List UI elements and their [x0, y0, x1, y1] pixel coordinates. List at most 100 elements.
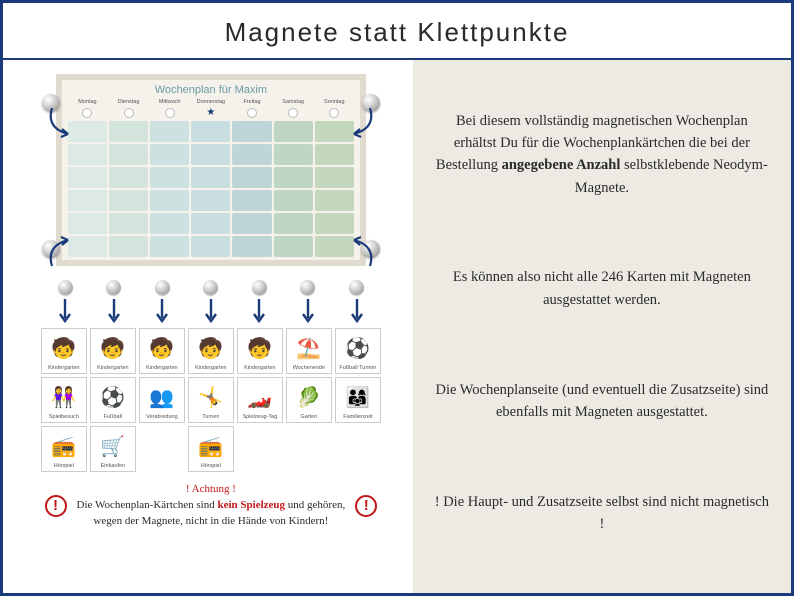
magnet-icon [42, 94, 60, 112]
info-paragraph: Bei diesem vollständig magnetischen Woch… [435, 110, 769, 200]
card-label: Kindergarten [97, 365, 129, 371]
card-label: Familienzeit [343, 414, 372, 420]
plan-cell [68, 144, 107, 165]
arrow-down-icon [107, 298, 121, 324]
card-icon: ⚽ [338, 331, 378, 365]
day-header: Donnerstag [191, 98, 230, 106]
plan-cell [68, 167, 107, 188]
card-label: Hörspiel [54, 463, 74, 469]
activity-cards: 🧒Kindergarten🧒Kindergarten🧒Kindergarten🧒… [41, 328, 381, 472]
magnet-icon [155, 280, 170, 295]
plan-cell [150, 236, 189, 257]
day-dot [247, 108, 257, 118]
arrow-down-icon [252, 298, 266, 324]
plan-grid: MontagDienstagMittwochDonnerstag★Freitag… [68, 98, 354, 257]
card-label: Garten [300, 414, 317, 420]
plan-cell [191, 121, 230, 142]
day-column: Montag [68, 98, 107, 257]
activity-card: 🧒Kindergarten [139, 328, 185, 374]
activity-card: ⚽Fußball [90, 377, 136, 423]
plan-cell [191, 190, 230, 211]
activity-card: 🧒Kindergarten [237, 328, 283, 374]
day-dot [82, 108, 92, 118]
warning-icon: ! [45, 495, 67, 517]
plan-cell [315, 213, 354, 234]
activity-card: ⚽Fußball Turnier [335, 328, 381, 374]
plan-cell [109, 190, 148, 211]
warning-text: ! Achtung ! Die Wochenplan-Kärtchen sind… [77, 482, 346, 529]
page-title: Magnete statt Klettpunkte [3, 17, 791, 48]
card-label: Kindergarten [195, 365, 227, 371]
card-label: Einkaufen [101, 463, 125, 469]
day-header: Sonntag [315, 98, 354, 106]
card-label: Kindergarten [48, 365, 80, 371]
magnet-icon [42, 240, 60, 258]
info-paragraph: ! Die Haupt- und Zusatzseite selbst sind… [435, 491, 769, 536]
day-header: Freitag [232, 98, 271, 106]
warning-heading: ! Achtung ! [77, 482, 346, 497]
card-label: Hörspiel [201, 463, 221, 469]
card-icon: 🧒 [191, 331, 231, 365]
info-paragraph: Es können also nicht alle 246 Karten mit… [435, 266, 769, 311]
plan-cell [274, 190, 313, 211]
plan-cell [150, 144, 189, 165]
card-icon: 🥬 [289, 380, 329, 414]
activity-card: 🥬Garten [286, 377, 332, 423]
card-empty [335, 426, 381, 472]
warning-block: ! ! Achtung ! Die Wochenplan-Kärtchen si… [19, 482, 403, 529]
activity-card: 🧒Kindergarten [188, 328, 234, 374]
plan-cell [150, 213, 189, 234]
plan-cell [150, 167, 189, 188]
warning-icon: ! [355, 495, 377, 517]
magnet-icon [106, 280, 121, 295]
plan-cell [315, 167, 354, 188]
day-header: Dienstag [109, 98, 148, 106]
plan-cell [109, 213, 148, 234]
activity-card: 🧒Kindergarten [90, 328, 136, 374]
plan-cell [150, 190, 189, 211]
magnet-arrow-col [252, 280, 267, 324]
activity-card: 🧒Kindergarten [41, 328, 87, 374]
plan-cell [232, 144, 271, 165]
plan-cell [274, 213, 313, 234]
magnet-arrow-col [155, 280, 170, 324]
card-icon: 🛒 [93, 429, 133, 463]
magnet-icon [362, 94, 380, 112]
plan-cell [191, 144, 230, 165]
plan-cell [68, 190, 107, 211]
card-icon: 📻 [44, 429, 84, 463]
plan-cell [232, 213, 271, 234]
plan-cell [109, 236, 148, 257]
activity-card: 🛒Einkaufen [90, 426, 136, 472]
card-label: Spielbesuch [49, 414, 79, 420]
day-column: Sonntag [315, 98, 354, 257]
warning-line: Die Wochenplan-Kärtchen sind kein Spielz… [77, 499, 346, 526]
activity-card: 🤸Turnen [188, 377, 234, 423]
plan-cell [191, 167, 230, 188]
card-icon: 👭 [44, 380, 84, 414]
info-panel: Bei diesem vollständig magnetischen Woch… [413, 60, 791, 593]
content-row: Wochenplan für Maxim MontagDienstagMittw… [3, 60, 791, 593]
magnet-icon [203, 280, 218, 295]
activity-card: 🏎️Spielzeug-Tag [237, 377, 283, 423]
magnet-arrow-col [58, 280, 73, 324]
magnet-arrow-row [41, 280, 381, 324]
info-paragraph: Die Wochenplanseite (und eventuell die Z… [435, 379, 769, 424]
day-header: Samstag [274, 98, 313, 106]
card-icon: 🧒 [44, 331, 84, 365]
magnet-arrow-col [349, 280, 364, 324]
card-label: Kindergarten [244, 365, 276, 371]
title-bar: Magnete statt Klettpunkte [3, 3, 791, 60]
activity-card: 👭Spielbesuch [41, 377, 87, 423]
day-dot [124, 108, 134, 118]
card-icon: 🧒 [93, 331, 133, 365]
day-column: Mittwoch [150, 98, 189, 257]
plan-cell [274, 144, 313, 165]
plan-cell [68, 236, 107, 257]
card-label: Kindergarten [146, 365, 178, 371]
plan-cell [315, 236, 354, 257]
card-icon: 📻 [191, 429, 231, 463]
card-empty [139, 426, 185, 472]
card-icon: 🤸 [191, 380, 231, 414]
card-icon: ⛱️ [289, 331, 329, 365]
